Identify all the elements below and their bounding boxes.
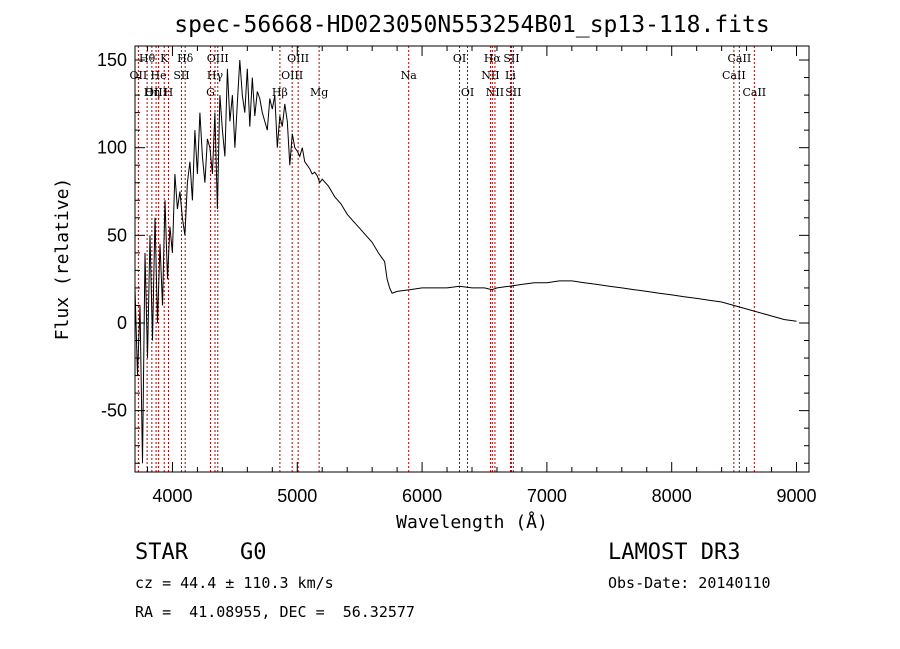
x-axis-label: Wavelength (Å) <box>396 511 548 533</box>
object-class: STAR <box>135 540 188 565</box>
chart-title: spec-56668-HD023050N553254B01_sp13-118.f… <box>174 12 769 38</box>
line-label-17: OI <box>453 52 466 65</box>
line-label-14: Hβ <box>272 86 288 99</box>
line-label-12: OIII <box>287 52 309 65</box>
line-label-26: CaII <box>722 69 746 82</box>
line-label-13: OIII <box>281 69 303 82</box>
ra-dec: RA = 41.08955, DEC = 56.32577 <box>135 603 415 621</box>
line-label-22: Li <box>505 69 516 82</box>
survey-name: LAMOST DR3 <box>608 540 741 565</box>
line-label-1: OII <box>130 69 148 82</box>
plot-frame <box>134 45 810 473</box>
line-label-2: OIII <box>145 86 167 99</box>
line-label-21: NII <box>481 69 499 82</box>
y-tick-label-1: 0 <box>117 313 127 333</box>
line-label-8: Hδ <box>177 52 194 65</box>
line-label-23: NII <box>486 86 504 99</box>
line-label-0: Hθ <box>139 52 156 65</box>
y-tick-label-4: 150 <box>97 50 127 70</box>
line-label-9: OIII <box>207 52 229 65</box>
line-label-25: CaII <box>728 52 752 65</box>
emission-line-markers <box>137 46 755 472</box>
line-label-24: SII <box>505 86 521 99</box>
line-label-4: K <box>160 52 169 65</box>
x-tick-label-4: 8000 <box>652 486 692 506</box>
x-axis: 4000 5000 6000 7000 8000 9000 <box>146 46 817 506</box>
line-label-19: Hα <box>484 52 502 65</box>
line-label-3: Hη <box>144 86 160 99</box>
line-label-6: He <box>151 69 167 82</box>
y-axis: -50 0 50 100 150 <box>97 50 809 464</box>
line-label-10: Hγ <box>207 69 224 82</box>
line-label-5: H <box>164 86 174 99</box>
spectrum-line <box>134 59 797 464</box>
x-tick-label-1: 5000 <box>277 486 317 506</box>
line-label-27: CaII <box>742 86 766 99</box>
redshift-cz: cz = 44.4 ± 110.3 km/s <box>135 574 334 592</box>
line-label-16: Na <box>401 69 418 82</box>
x-tick-label-3: 7000 <box>527 486 567 506</box>
line-label-20: SII <box>503 52 519 65</box>
y-tick-label-2: 50 <box>107 225 127 245</box>
y-tick-label-3: 100 <box>97 138 127 158</box>
y-axis-label: Flux (relative) <box>52 178 73 341</box>
x-tick-label-2: 6000 <box>402 486 442 506</box>
x-tick-label-5: 9000 <box>776 486 816 506</box>
object-subclass: G0 <box>240 540 267 565</box>
observation-date: Obs-Date: 20140110 <box>608 574 771 592</box>
y-tick-label-0: -50 <box>101 401 127 421</box>
x-tick-label-0: 4000 <box>152 486 192 506</box>
line-label-18: OI <box>461 86 474 99</box>
line-label-7: SII <box>173 69 189 82</box>
line-label-11: G <box>206 86 215 99</box>
line-label-15: Mg <box>310 86 328 99</box>
